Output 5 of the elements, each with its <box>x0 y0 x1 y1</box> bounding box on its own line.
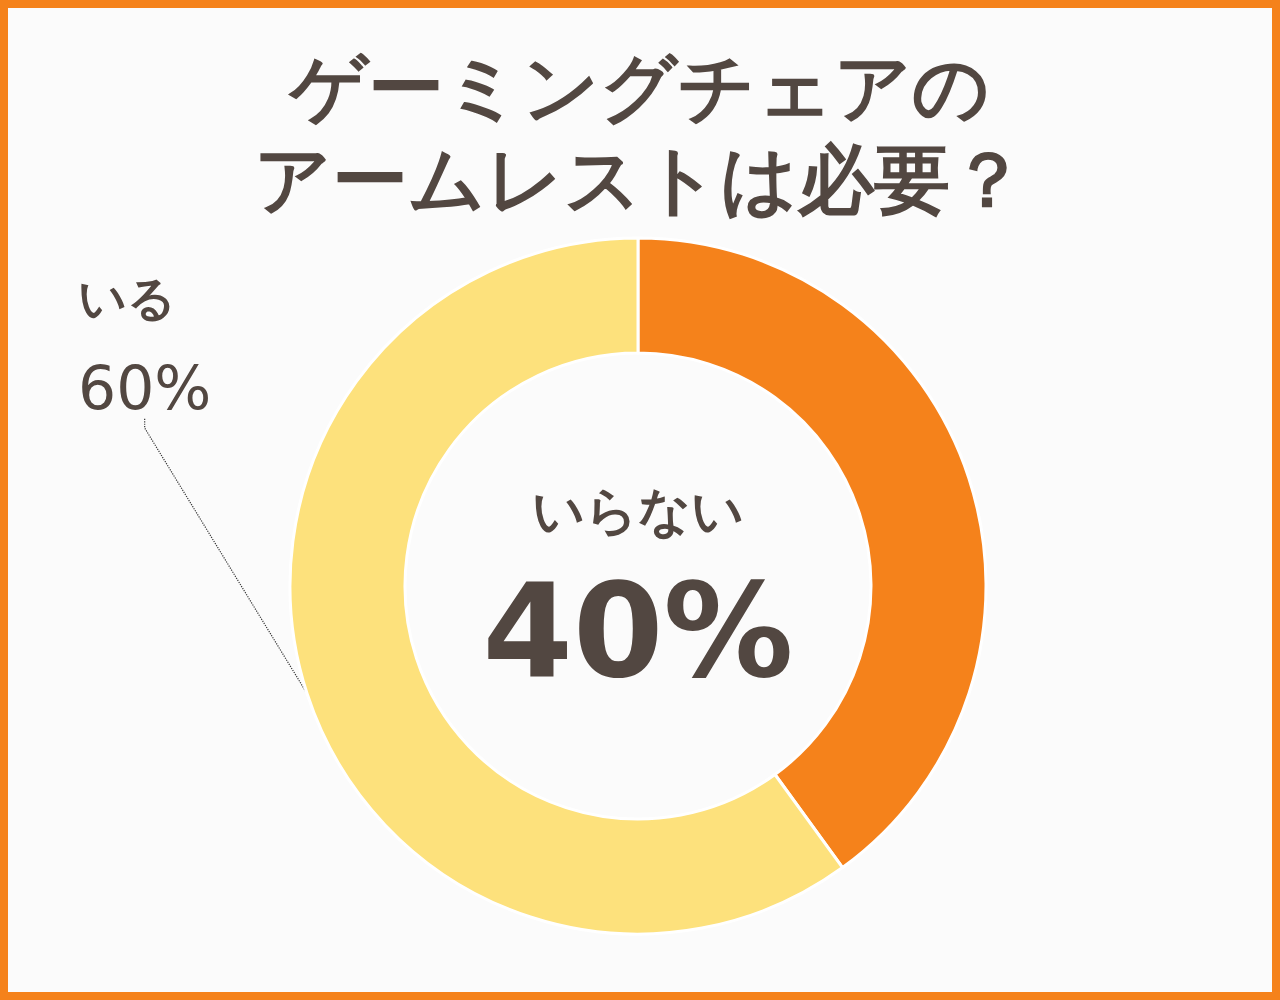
slice-label: いらない <box>532 481 744 541</box>
chart-title: ゲーミングチェアのアームレストは必要？ <box>254 42 1026 224</box>
slice-label: いる <box>78 270 176 326</box>
data-label: 60% <box>78 353 212 423</box>
data-label: 40% <box>482 555 794 707</box>
